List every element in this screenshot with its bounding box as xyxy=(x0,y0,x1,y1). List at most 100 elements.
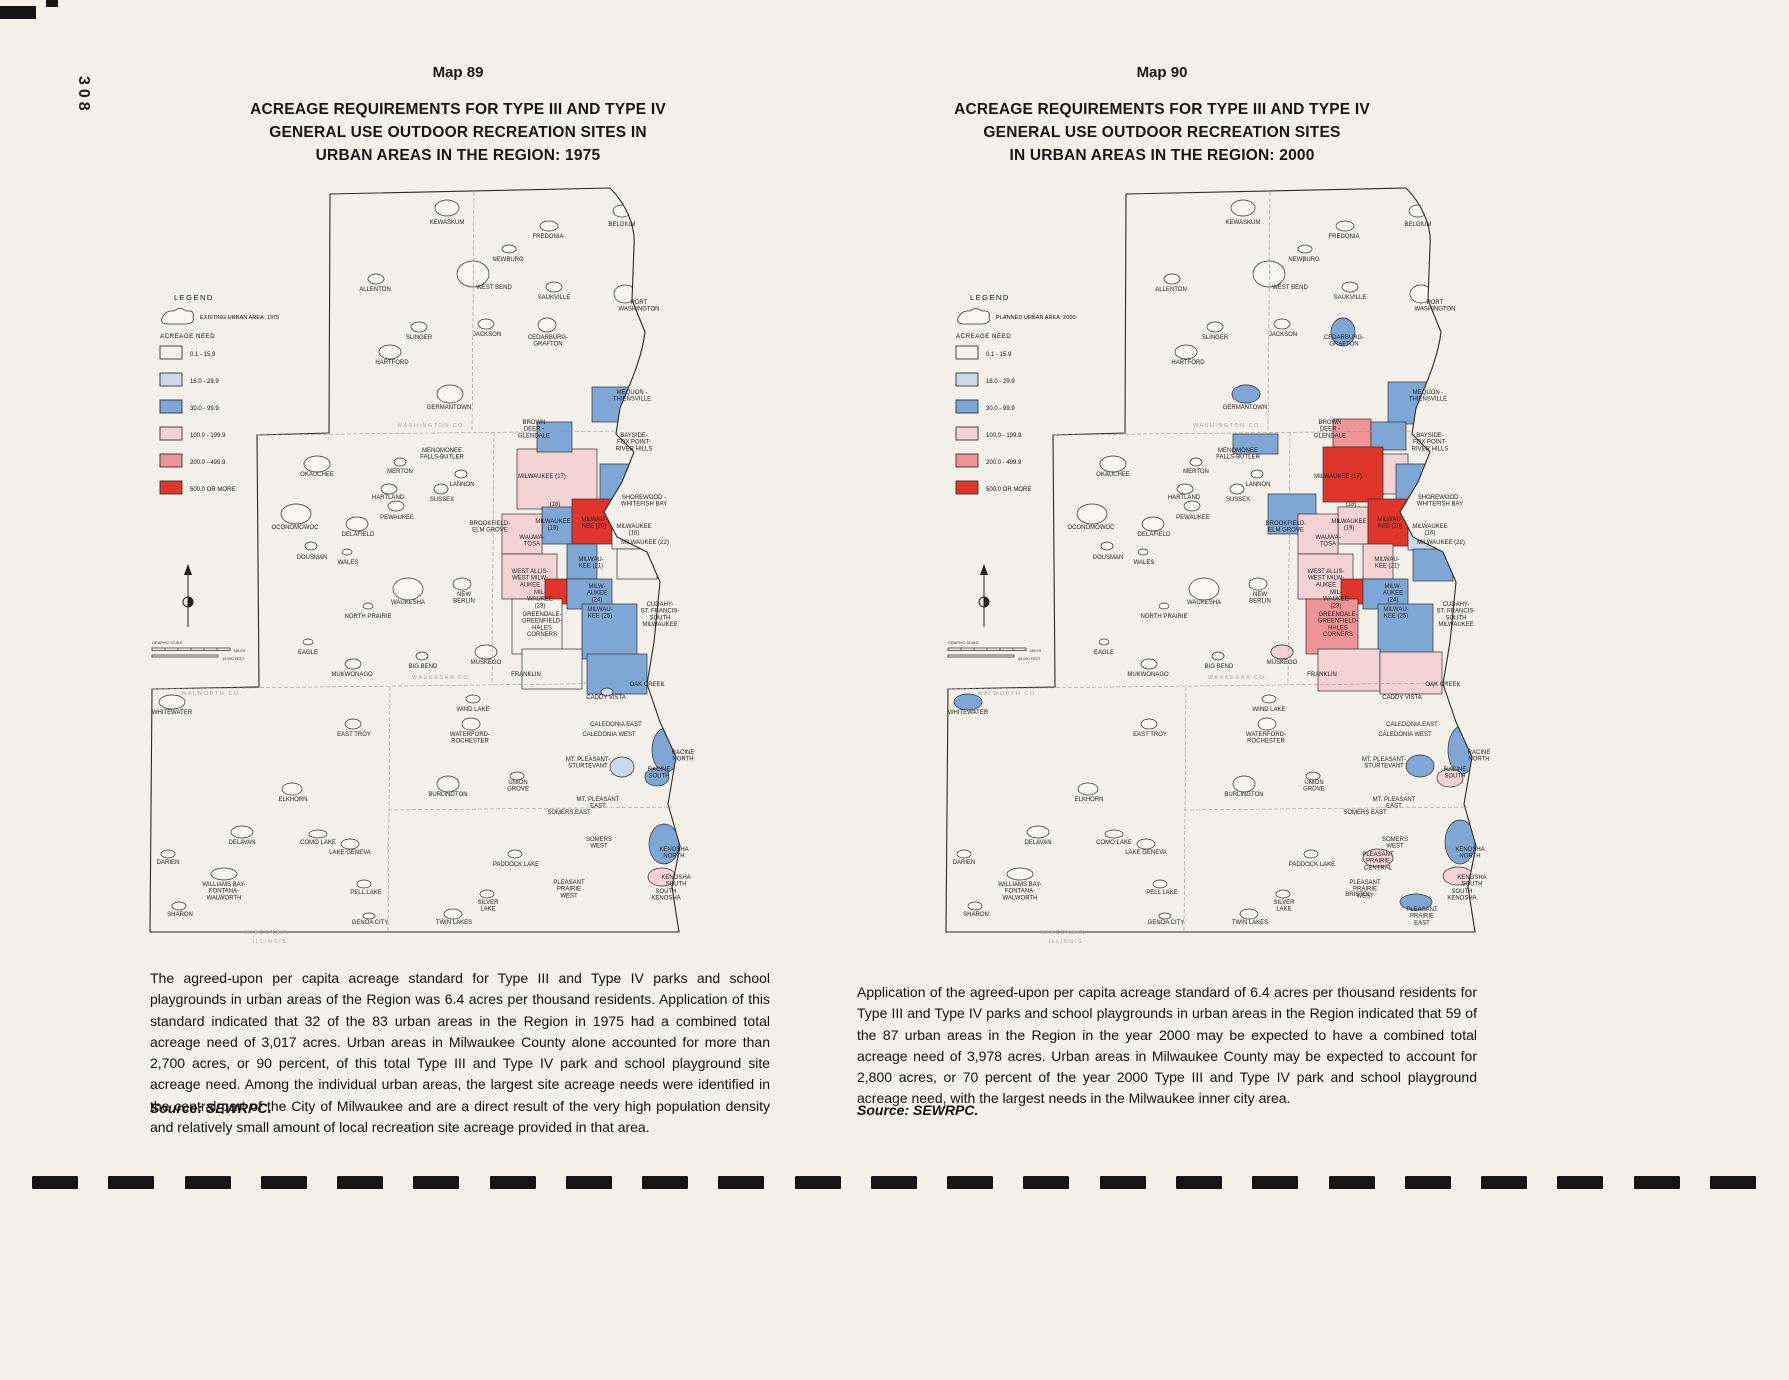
map-place-label: KENOSHA SOUTH xyxy=(661,875,690,888)
legend-urban-area-symbol xyxy=(957,308,990,325)
page-number: 308 xyxy=(75,76,92,115)
map-place-label: BROWN DEER -GLENDALE xyxy=(1314,420,1346,439)
map-label-line: WALWORTH xyxy=(1003,895,1038,901)
urban-area-blob xyxy=(956,849,972,859)
legend-swatch xyxy=(159,480,183,495)
acreage-need-area xyxy=(511,598,563,655)
acreage-need-area xyxy=(1322,446,1384,503)
map-place-label: DELAFIELD xyxy=(1138,532,1171,538)
urban-area-blob xyxy=(160,849,176,859)
urban-area-blob xyxy=(1229,483,1245,495)
map-place-label: WAUWA-TOSA xyxy=(1315,535,1340,548)
map-place-label: CALEDONIA WEST xyxy=(582,732,636,738)
urban-area-blob xyxy=(410,321,428,333)
legend-swatch xyxy=(955,480,979,495)
map-place-label: HARTLAND xyxy=(1168,495,1201,501)
urban-area-blob xyxy=(1098,638,1110,646)
map-label-line: MILWAUKEE xyxy=(1438,622,1473,628)
legend-item-label: 500.0 OR MORE xyxy=(986,487,1031,493)
map-label-line: MILWAUKEE xyxy=(535,519,570,525)
urban-area-blob xyxy=(344,718,362,730)
urban-area-blob xyxy=(1174,344,1198,360)
map-place-label: PADDOCK LAKE xyxy=(493,862,539,868)
legend-area-label: EXISTING URBAN AREA: 1975 xyxy=(200,315,279,321)
map89-number: Map 89 xyxy=(432,64,484,81)
map-place-label: CADDY VISTA xyxy=(1382,695,1421,701)
map-label-line: SOUTH xyxy=(1462,882,1483,888)
perforation-dash xyxy=(1481,1176,1528,1189)
map-place-label: NEW BERLIN xyxy=(1249,592,1271,605)
urban-area-blob xyxy=(1188,577,1220,601)
urban-area-blob xyxy=(304,541,318,551)
map-label-line: KEE (21) xyxy=(579,564,603,570)
map-place-label: MERTON xyxy=(387,469,413,475)
acreage-need-area xyxy=(521,648,583,690)
map-label-line: CUDAHY- xyxy=(647,602,674,608)
map-label-line: ELM GROVE xyxy=(1268,528,1304,534)
map-place-label: (18) xyxy=(550,502,561,508)
map-label-line: CORNERS xyxy=(1323,632,1353,638)
map-place-label: WHITEWATER xyxy=(152,710,193,716)
map-label-line: HALES xyxy=(532,625,552,631)
legend-item-label: 30.0 - 99.9 xyxy=(190,406,219,412)
map-place-label: COMO LAKE xyxy=(300,840,336,846)
map-place-label: MENOMONEE FALLS-BUTLER xyxy=(1216,448,1260,461)
map-place-label: WALES xyxy=(338,560,359,566)
map-label-line: (19) xyxy=(548,526,559,532)
map-label-line: WAUWA- xyxy=(1315,535,1340,541)
urban-area-blob xyxy=(362,602,374,610)
map-place-label: MILWAU-KEE (21) xyxy=(578,557,603,570)
map-label-line: PLEASANT xyxy=(1362,852,1394,858)
acreage-need-area xyxy=(1231,384,1261,404)
map-place-label: RACINE SOUTH xyxy=(1444,767,1467,780)
acreage-need-area xyxy=(1379,651,1443,695)
map-place-label: HARTLAND xyxy=(372,495,405,501)
map-place-label: BAYSIDE-FOX POINT-RIVER HILLS xyxy=(616,433,653,452)
map-label-line: LAKE xyxy=(1276,907,1291,913)
map-label-line: BAYSIDE- xyxy=(620,433,648,439)
map-label-line: PLEASANT xyxy=(1349,880,1381,886)
urban-area-blob xyxy=(1104,829,1124,839)
map-label-line: ELM GROVE xyxy=(472,528,508,534)
map-label-line: WILLIAMS BAY- xyxy=(998,882,1041,888)
acreage-need-area xyxy=(1330,317,1356,347)
legend-item-label: 16.0 - 29.9 xyxy=(190,379,219,385)
map-label-line: WEST xyxy=(1356,893,1374,899)
map-place-label: SUSSEX xyxy=(1226,497,1250,503)
map-place-label: WAUKESHA xyxy=(391,600,425,606)
acreage-need-area xyxy=(501,513,543,555)
map-label-line: (24) xyxy=(592,597,603,603)
county-boundary xyxy=(491,431,495,686)
map90-source: Source: SEWRPC. xyxy=(857,1102,979,1118)
map-label-line: NORTH xyxy=(672,757,693,763)
map-label-line: RACINE xyxy=(1468,750,1491,756)
map-label-line: MT. PLEASANT- xyxy=(1362,757,1406,763)
county-boundary xyxy=(1287,431,1291,686)
map-place-label: WAUWA-TOSA xyxy=(519,535,544,548)
urban-area-blob xyxy=(545,281,563,293)
map-place-label: RACINE SOUTH xyxy=(648,767,671,780)
map-label-line: FONTANA- xyxy=(1005,889,1035,895)
urban-area-blob xyxy=(281,782,303,796)
map-place-label: SOMERS EAST xyxy=(547,810,591,816)
map-label-line: MT. PLEASANT- xyxy=(566,757,610,763)
map-label-line: STURTEVANT xyxy=(1364,764,1404,770)
acreage-need-area xyxy=(616,548,658,580)
map-label-line: KEE (21) xyxy=(1375,564,1399,570)
map-place-label: UNION GROVE xyxy=(507,780,529,793)
map-label-line: WATERFORD- xyxy=(1246,732,1286,738)
map-label-line: BERLIN xyxy=(453,599,475,605)
map-place-label: MILWAUKEE (22) xyxy=(1417,540,1465,546)
region-content xyxy=(953,199,1476,920)
urban-area-blob xyxy=(303,455,331,473)
north-arrow-icon xyxy=(184,564,192,575)
map-label-line: PRAIRIE xyxy=(557,887,581,893)
map-place-label: MT. PLEASANT EAST xyxy=(1373,797,1416,810)
map-place-label: KENOSHA NORTH xyxy=(1455,847,1484,860)
urban-area-blob xyxy=(1250,469,1264,479)
map-label-line: RIVER HILLS xyxy=(616,446,653,452)
map-label-line: MILWAU- xyxy=(578,557,603,563)
map-place-label: WHITEWATER xyxy=(948,710,989,716)
map-label-line: WAUKEE xyxy=(527,597,553,603)
map-label-line: MIL- xyxy=(534,590,546,596)
